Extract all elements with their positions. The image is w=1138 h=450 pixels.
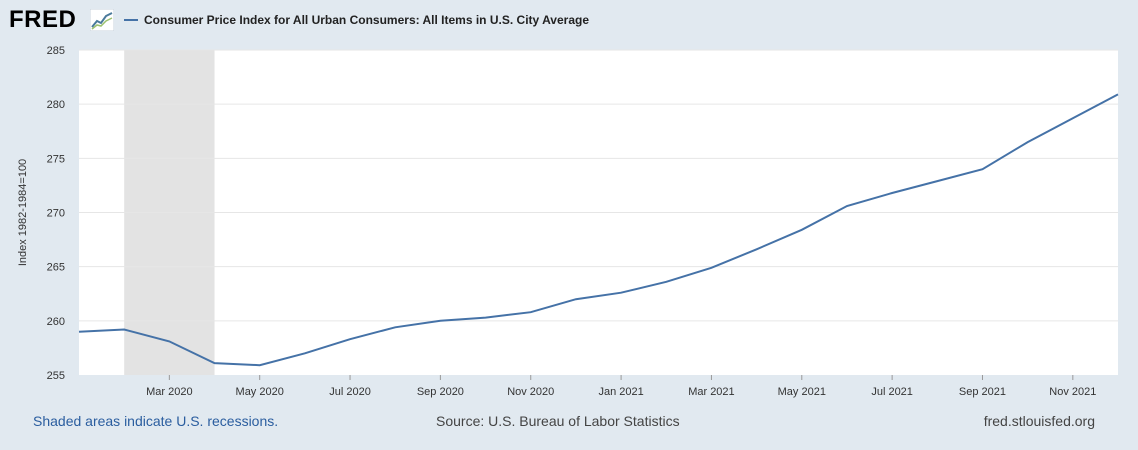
data-point[interactable]: Aug 2020: 259.4 xyxy=(393,325,398,330)
y-gridlines xyxy=(79,49,1118,322)
x-axis-ticks xyxy=(168,375,1074,380)
y-tick-label: 280 xyxy=(47,99,65,111)
x-tick-label: Jul 2020 xyxy=(329,386,371,398)
data-point[interactable]: Feb 2020: 259.2 xyxy=(122,327,127,332)
y-tick-label: 285 xyxy=(47,45,65,57)
data-point[interactable]: Jan 2021: 262.6 xyxy=(619,290,624,295)
data-point[interactable]: Jan 2020: 259 xyxy=(77,329,82,334)
x-axis-tick-labels: Mar 2020 May 2020 Jul 2020 Sep 2020 Nov 2020… xyxy=(146,386,1096,398)
series-line-cpi[interactable] xyxy=(78,93,1119,367)
data-point[interactable]: Aug 2021: 272.9 xyxy=(935,179,940,184)
y-axis-tick-labels: 255 260 265 270 275 280 285 xyxy=(47,45,65,382)
data-point[interactable]: Jun 2021: 270.6 xyxy=(844,204,849,209)
y-tick-label: 265 xyxy=(47,262,65,274)
x-tick-label: Nov 2021 xyxy=(1049,386,1096,398)
data-point[interactable]: Sep 2021: 274 xyxy=(980,167,985,172)
data-point[interactable]: Dec 2020: 262 xyxy=(573,297,578,302)
x-tick-label: Sep 2021 xyxy=(959,386,1006,398)
recession-note[interactable]: Shaded areas indicate U.S. recessions. xyxy=(33,413,279,429)
data-point[interactable]: Dec 2021: 280.9 xyxy=(1116,92,1121,97)
x-tick-label: Mar 2020 xyxy=(146,386,192,398)
site-link[interactable]: fred.stlouisfed.org xyxy=(983,413,1095,429)
x-tick-label: Jul 2021 xyxy=(871,386,913,398)
data-point[interactable]: Apr 2020: 256.1 xyxy=(212,361,217,366)
y-axis-title: Index 1982-1984=100 xyxy=(17,159,29,266)
source-note: Source: U.S. Bureau of Labor Statistics xyxy=(436,413,680,429)
data-point[interactable]: Oct 2020: 260.3 xyxy=(483,315,488,320)
x-tick-label: Nov 2020 xyxy=(507,386,554,398)
y-tick-label: 275 xyxy=(47,153,65,165)
x-tick-label: May 2021 xyxy=(778,386,826,398)
data-point[interactable]: Sep 2020: 260 xyxy=(438,318,443,323)
line-chart[interactable]: 255 260 265 270 275 280 285 Mar 2020 May 2020 Ju… xyxy=(0,40,1138,410)
data-point[interactable]: Jul 2021: 271.8 xyxy=(890,191,895,196)
legend-swatch xyxy=(124,19,138,21)
data-point[interactable]: Feb 2021: 263.6 xyxy=(664,279,669,284)
legend-series-label: Consumer Price Index for All Urban Consu… xyxy=(144,13,589,27)
fred-logo[interactable]: FRED xyxy=(9,6,77,33)
x-tick-label: Mar 2021 xyxy=(688,386,734,398)
y-tick-label: 270 xyxy=(47,208,65,220)
x-tick-label: Sep 2020 xyxy=(417,386,464,398)
line-graph-icon xyxy=(90,9,114,31)
data-point[interactable]: Apr 2021: 266.6 xyxy=(754,247,759,252)
x-tick-label: Jan 2021 xyxy=(598,386,643,398)
y-tick-label: 255 xyxy=(47,370,65,382)
data-point[interactable]: May 2020: 255.9 xyxy=(257,363,262,368)
data-point[interactable]: Jun 2020: 257 xyxy=(302,351,307,356)
chart-header: FRED Consumer Price Index for All Urban … xyxy=(0,0,1138,40)
data-point[interactable]: Oct 2021: 276.5 xyxy=(1025,140,1030,145)
data-point[interactable]: Mar 2020: 258.1 xyxy=(167,339,172,344)
data-point[interactable]: Nov 2020: 260.8 xyxy=(528,310,533,315)
y-tick-label: 260 xyxy=(47,316,65,328)
data-point[interactable]: Nov 2021: 278.7 xyxy=(1070,116,1075,121)
data-point[interactable]: May 2021: 268.4 xyxy=(799,227,804,232)
x-tick-label: May 2020 xyxy=(236,386,284,398)
chart-legend[interactable]: Consumer Price Index for All Urban Consu… xyxy=(124,11,589,29)
data-point[interactable]: Jul 2020: 258.3 xyxy=(348,337,353,342)
data-point[interactable]: Mar 2021: 264.9 xyxy=(709,265,714,270)
